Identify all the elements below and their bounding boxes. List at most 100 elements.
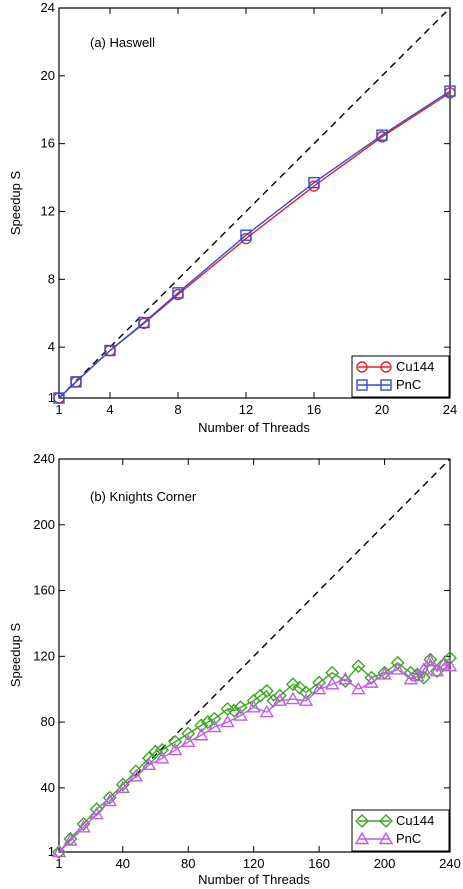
knights-corner-pnc-point: [233, 708, 248, 721]
haswell-legend-pnc-marker: [356, 379, 368, 391]
knights-corner-cu144-point: [259, 683, 274, 698]
knights-corner-marks: [51, 458, 458, 859]
knights-corner-ideal-speedup-line: [58, 458, 451, 853]
haswell-pnc-point: [444, 85, 456, 97]
knights-corner-cu144-point: [233, 700, 248, 715]
knights-corner-legend-cu144-label: Cu144: [396, 813, 434, 828]
knights-corner-x-tick-label: 160: [308, 856, 330, 871]
haswell-x-axis-label: Number of Threads: [198, 420, 310, 435]
knights-corner-pnc-point: [207, 719, 222, 733]
haswell-x-tick-label: 24: [443, 402, 457, 417]
haswell-x-tick-label: 1: [55, 402, 62, 417]
knights-corner-cu144-point: [76, 817, 91, 832]
knights-corner-y-tick-label: 200: [33, 517, 55, 532]
knights-corner-cu144-point: [155, 743, 170, 758]
knights-corner-cu144-point: [115, 777, 130, 792]
haswell-pnc-point: [104, 344, 116, 357]
haswell-legend-box: [351, 355, 450, 398]
knights-corner-pnc-point: [423, 653, 438, 667]
haswell-pnc-point: [70, 376, 82, 388]
knights-corner-cu144-point: [443, 650, 457, 665]
knights-corner-cu144-point: [52, 845, 66, 859]
knights-corner-x-tick-label: 120: [243, 856, 265, 871]
haswell-x-tick-label: 20: [375, 402, 389, 417]
haswell-legend-cu144-marker: [380, 361, 392, 373]
knights-corner-y-tick-label: 40: [41, 780, 55, 795]
knights-corner-pnc-point: [403, 671, 418, 685]
knights-corner-pnc-point: [311, 681, 327, 695]
haswell-pnc-point: [172, 287, 184, 299]
knights-corner-plot-frame: [58, 458, 451, 853]
knights-corner-legend-cu144-marker: [355, 814, 369, 828]
haswell-legend-pnc-marker: [380, 379, 392, 391]
haswell-legend-cu144-label: Cu144: [396, 359, 434, 374]
knights-corner-pnc-point: [377, 666, 392, 680]
knights-corner-pnc-point: [259, 704, 274, 718]
haswell-x-tick-label: 12: [239, 402, 253, 417]
haswell-y-tick-label: 20: [41, 68, 55, 83]
knights-corner-ticks: 1 40 80 120 160 200 240 1 40 80 120 160 200 240: [33, 451, 461, 871]
haswell-y-tick-label: 16: [41, 136, 55, 151]
knights-corner-cu144-point: [102, 790, 117, 805]
haswell-legend-pnc-label: PnC: [396, 377, 421, 392]
knights-corner-y-axis-label: Speedup S: [8, 623, 23, 688]
knights-corner-cu144-point: [148, 744, 163, 759]
haswell-pnc-point: [138, 316, 150, 329]
knights-corner-x-tick-label: 80: [181, 856, 195, 871]
knights-corner-pnc-point: [246, 699, 261, 713]
haswell-pnc-point: [308, 176, 320, 189]
knights-corner-pnc-point: [102, 793, 117, 807]
knights-corner-cu144-point: [299, 685, 314, 700]
knights-corner-pnc-point: [351, 681, 366, 695]
knights-corner-pnc-point: [141, 757, 157, 771]
knights-corner-pnc-point: [416, 662, 432, 675]
knights-corner-pnc-point: [272, 693, 288, 706]
knights-corner-pnc-point: [220, 714, 235, 728]
knights-corner-pnc-point: [325, 676, 340, 690]
knights-corner-y-tick-label: 160: [33, 583, 55, 598]
haswell-plot-frame: [58, 7, 451, 399]
knights-corner-cu144-point: [285, 677, 300, 692]
knights-corner-pnc-point: [298, 693, 314, 706]
knights-corner-pnc-point: [390, 662, 405, 675]
knights-corner-y-tick-label: 80: [41, 714, 55, 729]
knights-corner-legend-pnc-label: PnC: [396, 831, 421, 846]
knights-corner-legend-pnc-marker: [354, 831, 370, 845]
haswell-y-tick-label: 4: [48, 339, 55, 354]
haswell-ideal-speedup-line: [58, 7, 451, 399]
haswell-pnc-point: [240, 229, 252, 241]
knights-corner-cu144-point: [168, 734, 183, 749]
knights-corner-cu144-point: [194, 718, 209, 733]
knights-corner-pnc-point: [429, 663, 445, 677]
knights-corner-pnc-point: [63, 833, 78, 846]
knights-corner-pnc-point: [115, 780, 131, 794]
haswell-panel-label: (a) Haswell: [90, 35, 155, 50]
knights-corner-cu144-point: [128, 764, 143, 779]
haswell-legend-cu144-marker: [356, 361, 368, 373]
knights-corner-cu144-point: [351, 659, 366, 674]
knights-corner-pnc-point: [285, 691, 301, 705]
haswell-x-tick-label: 4: [106, 402, 113, 417]
knights-corner-pnc-point: [76, 819, 91, 833]
knights-corner-cu144-point: [364, 670, 379, 685]
knights-corner-panel-label: (b) Knights Corner: [90, 489, 197, 504]
knights-corner-cu144-point: [200, 715, 215, 730]
knights-corner-pnc-point: [338, 671, 353, 685]
knights-corner-x-tick-label: 200: [374, 856, 396, 871]
knights-corner-pnc-point: [51, 844, 67, 858]
haswell-pnc-line: [58, 90, 451, 399]
knights-corner-cu144-point: [227, 703, 242, 718]
haswell-y-axis-label: Speedup S: [8, 171, 23, 236]
knights-corner-pnc-point: [154, 750, 170, 764]
knights-corner-x-tick-label: 1: [55, 856, 62, 871]
knights-corner-y-tick-label: 1: [48, 844, 55, 859]
haswell-y-tick-label: 1: [48, 390, 55, 405]
knights-corner-legend-cu144-marker: [379, 814, 393, 828]
knights-corner-cu144-point: [292, 680, 307, 695]
knights-corner-chart: 1 40 80 120 160 200 240 1 40 80 120 160 200 240 (b) K…: [8, 451, 461, 887]
knights-corner-x-tick-label: 40: [116, 856, 130, 871]
haswell-y-tick-label: 12: [41, 203, 55, 218]
knights-corner-pnc-point: [89, 806, 104, 820]
haswell-legend: Cu144 PnC: [351, 355, 450, 398]
